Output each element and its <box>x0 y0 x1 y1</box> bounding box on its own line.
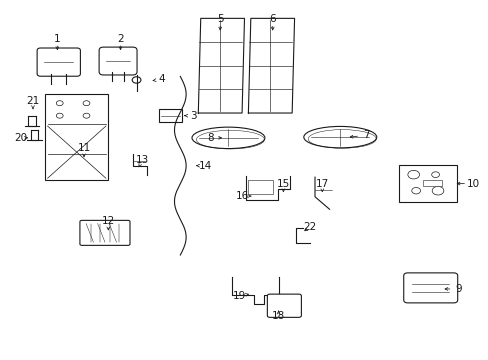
FancyBboxPatch shape <box>267 294 301 318</box>
Text: 1: 1 <box>54 34 61 44</box>
Text: 12: 12 <box>102 216 115 226</box>
Ellipse shape <box>303 126 376 148</box>
Text: 15: 15 <box>276 179 289 189</box>
Text: 14: 14 <box>199 161 212 171</box>
Text: 20: 20 <box>14 133 27 143</box>
Bar <box>159 109 182 122</box>
Text: 13: 13 <box>136 156 149 165</box>
Text: 9: 9 <box>454 284 461 294</box>
Text: 21: 21 <box>26 96 40 107</box>
Text: 16: 16 <box>235 191 248 201</box>
Text: 19: 19 <box>233 291 246 301</box>
Text: 7: 7 <box>362 130 368 140</box>
Text: 5: 5 <box>217 14 223 24</box>
FancyBboxPatch shape <box>80 220 130 246</box>
Text: 22: 22 <box>303 222 316 232</box>
Polygon shape <box>248 18 294 113</box>
Text: 17: 17 <box>315 179 328 189</box>
Text: 6: 6 <box>269 14 275 24</box>
Text: 18: 18 <box>271 311 285 321</box>
FancyBboxPatch shape <box>37 48 80 76</box>
FancyBboxPatch shape <box>403 273 457 303</box>
Text: 3: 3 <box>190 111 196 121</box>
Bar <box>45 94 108 180</box>
FancyBboxPatch shape <box>99 47 137 75</box>
Text: 2: 2 <box>117 34 123 44</box>
Bar <box>423 180 441 186</box>
Text: 10: 10 <box>466 179 479 189</box>
Bar <box>398 165 457 202</box>
Ellipse shape <box>192 127 264 149</box>
Bar <box>248 180 272 194</box>
Text: 8: 8 <box>207 133 213 143</box>
Text: 11: 11 <box>77 143 90 153</box>
Text: 4: 4 <box>158 74 165 84</box>
Polygon shape <box>198 18 244 113</box>
